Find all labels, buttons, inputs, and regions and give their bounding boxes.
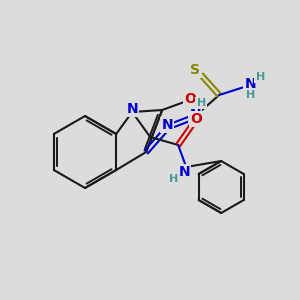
Text: N: N xyxy=(161,118,173,132)
Text: H: H xyxy=(256,72,265,82)
Text: O: O xyxy=(184,92,196,106)
Text: S: S xyxy=(190,63,200,77)
Text: N: N xyxy=(244,77,256,91)
Text: N: N xyxy=(126,102,138,116)
Text: N: N xyxy=(189,108,201,122)
Text: H: H xyxy=(169,174,178,184)
Text: N: N xyxy=(178,165,190,179)
Text: H: H xyxy=(196,98,206,108)
Text: H: H xyxy=(246,90,255,100)
Text: O: O xyxy=(190,112,202,126)
